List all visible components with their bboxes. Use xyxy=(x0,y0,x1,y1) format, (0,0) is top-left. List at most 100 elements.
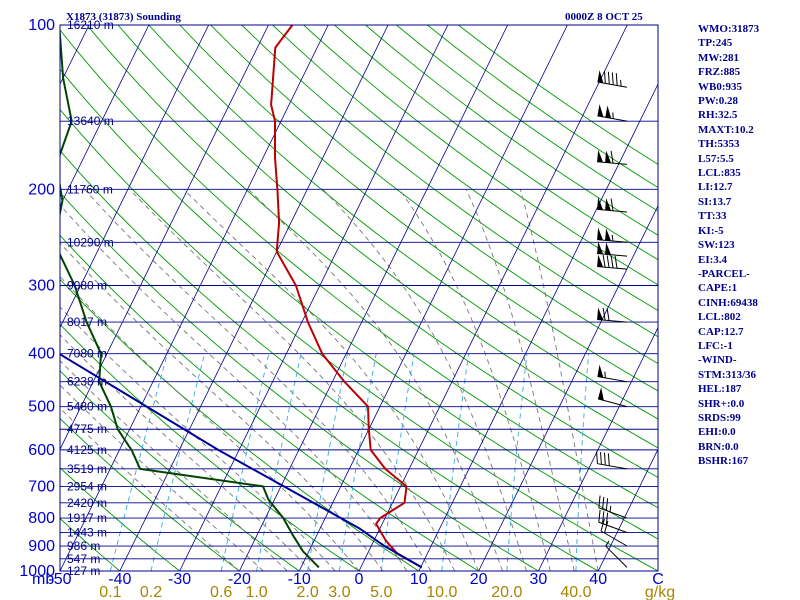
index-item: STM:313/36 xyxy=(698,368,757,381)
index-item: WMO:31873 xyxy=(698,23,760,35)
index-item: LCL:802 xyxy=(698,311,741,324)
mixing-ratio-tick-label: 20.0 xyxy=(491,584,522,600)
isotherm xyxy=(358,25,628,571)
temperature-tick-label: -50 xyxy=(48,571,71,588)
height-label: 7080 m xyxy=(67,347,107,361)
index-item: RH:32.5 xyxy=(698,109,738,122)
plot-frame xyxy=(59,24,659,572)
height-label: 986 m xyxy=(67,539,100,553)
wind-barb xyxy=(598,509,628,533)
moist-adiabat xyxy=(60,275,360,571)
index-item: CINH:69438 xyxy=(698,296,758,309)
isotherm xyxy=(60,25,269,451)
mixing-ratio-tick-label: 1.0 xyxy=(245,584,267,600)
dry-adiabat xyxy=(60,68,658,540)
index-item: TH:5353 xyxy=(698,138,740,151)
isotherm xyxy=(119,25,389,571)
wind-barbs xyxy=(596,70,628,568)
wind-barb xyxy=(597,70,628,88)
wind-barb xyxy=(597,254,628,270)
pressure-unit-label: mb xyxy=(32,571,54,588)
mixing-ratio-line xyxy=(338,353,377,571)
pressure-tick-label: 800 xyxy=(28,510,55,527)
height-label: 4775 m xyxy=(67,422,107,436)
background-lines xyxy=(60,25,658,571)
isotherm xyxy=(418,83,658,571)
mixing-ratio-tick-label: 10.0 xyxy=(426,584,457,600)
height-label: 8017 m xyxy=(67,315,107,329)
temperature-unit-label: C xyxy=(652,571,664,588)
index-item: MW:281 xyxy=(698,51,739,64)
index-item: LI:12.7 xyxy=(698,181,733,194)
moist-adiabat xyxy=(84,189,432,571)
height-label: 13640 m xyxy=(67,114,114,128)
mixing-ratio-line xyxy=(307,353,348,571)
height-label: 4125 m xyxy=(67,443,107,457)
pressure-tick-label: 1000 xyxy=(19,563,55,580)
index-item: -PARCEL- xyxy=(698,267,750,280)
wind-barb xyxy=(596,451,628,470)
index-item: LCL:835 xyxy=(698,167,741,180)
temperature-tick-label: -10 xyxy=(288,571,311,588)
dewpoint-profile xyxy=(60,25,320,569)
temperature-tick-label: 20 xyxy=(470,571,488,588)
isotherm xyxy=(538,326,658,571)
sounding-title: X1873 (31873) Sounding xyxy=(66,11,181,23)
moist-adiabat xyxy=(129,189,456,571)
dry-adiabat xyxy=(60,278,420,571)
index-item: BRN:0.0 xyxy=(698,440,739,453)
height-label: 11760 m xyxy=(67,182,113,196)
index-item: SHR+:0.0 xyxy=(698,397,745,410)
index-item: SI:13.7 xyxy=(698,195,732,208)
moist-adiabat xyxy=(248,189,503,571)
index-item: L57:5.5 xyxy=(698,152,734,165)
index-item: CAP:12.7 xyxy=(698,325,744,338)
moist-adiabat xyxy=(398,189,551,571)
index-item: -WIND- xyxy=(698,354,737,367)
index-item: HEL:187 xyxy=(698,383,742,396)
height-label: 9080 m xyxy=(67,279,107,293)
wind-barb xyxy=(597,241,628,257)
temperature-tick-label: 0 xyxy=(355,571,364,588)
sounding-profiles xyxy=(60,25,423,569)
moist-adiabat xyxy=(60,334,312,571)
wind-barb xyxy=(597,104,628,122)
index-item: WB0:935 xyxy=(698,80,742,93)
temperature-profile xyxy=(270,25,423,569)
height-label: 1443 m xyxy=(67,525,107,539)
pressure-tick-label: 300 xyxy=(28,278,55,295)
temperature-tick-label: 40 xyxy=(589,571,607,588)
height-label: 10290 m xyxy=(67,235,114,249)
isotherm xyxy=(298,25,568,571)
mixing-ratio-tick-label: 5.0 xyxy=(370,584,392,600)
temperature-tick-label: 30 xyxy=(530,571,548,588)
index-item: CAPE:1 xyxy=(698,282,738,295)
wind-barb xyxy=(597,364,628,383)
index-item: SRDS:99 xyxy=(698,411,741,424)
isotherm xyxy=(60,25,150,207)
temperature-tick-label: -30 xyxy=(168,571,191,588)
index-item: KI:-5 xyxy=(698,224,724,237)
index-item: EHI:0.0 xyxy=(698,426,736,439)
parcel-profile xyxy=(60,353,423,569)
pressure-tick-label: 600 xyxy=(28,442,55,459)
sounding-time: 0000Z 8 OCT 25 xyxy=(565,11,643,23)
isotherm xyxy=(478,204,658,571)
isotherm xyxy=(239,25,509,571)
wind-barb xyxy=(605,540,628,568)
moist-adiabat xyxy=(519,189,599,571)
height-label: 2420 m xyxy=(67,496,107,510)
mixing-ratio-line xyxy=(380,353,415,571)
mixing-ratio-tick-label: 2.0 xyxy=(297,584,319,600)
temperature-tick-label: -40 xyxy=(108,571,131,588)
wind-barb xyxy=(597,307,628,323)
mixing-ratio-tick-label: 40.0 xyxy=(560,584,591,600)
index-item: TP:245 xyxy=(698,37,733,50)
index-item: MAXT:10.2 xyxy=(698,123,754,136)
index-item: LFC:-1 xyxy=(698,339,733,352)
height-label: 547 m xyxy=(67,552,100,566)
isotherm xyxy=(60,25,329,571)
height-label: 5480 m xyxy=(67,400,107,414)
